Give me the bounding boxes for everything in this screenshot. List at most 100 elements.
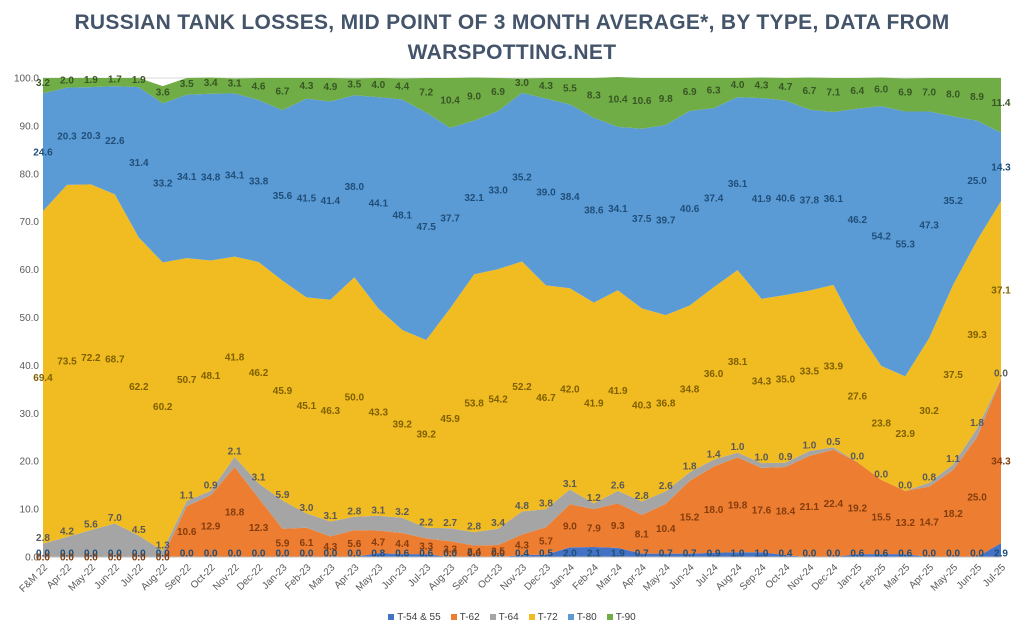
data-label: 27.6 (848, 392, 868, 403)
x-tick-label: Jun-25 (955, 562, 985, 592)
data-label: 0.9 (778, 452, 792, 463)
data-label: 45.9 (273, 386, 293, 397)
data-label: 3.2 (395, 507, 409, 518)
data-label: 3.0 (299, 503, 313, 514)
data-label: 41.9 (752, 194, 772, 205)
data-label: 0.4 (515, 549, 529, 560)
data-label: 34.1 (225, 170, 245, 181)
data-label: 7.9 (587, 524, 601, 535)
data-label: 50.7 (177, 375, 197, 386)
data-label: 54.2 (872, 232, 892, 243)
data-label: 25.0 (967, 493, 987, 504)
legend-item: T-64 (489, 612, 519, 623)
data-label: 10.4 (656, 524, 676, 535)
y-tick-label: 50.0 (20, 313, 40, 324)
legend-swatch (489, 614, 496, 621)
data-label: 50.0 (345, 393, 365, 404)
legend-item: T-62 (450, 612, 480, 623)
data-label: 0.0 (252, 549, 266, 560)
data-label: 0.0 (108, 549, 122, 560)
data-label: 0.0 (84, 553, 98, 564)
data-label: 3.1 (563, 479, 577, 490)
area-t-62 (43, 378, 1001, 557)
data-label: 37.5 (632, 214, 652, 225)
area-t-90 (43, 77, 1001, 133)
data-label: 4.3 (515, 540, 529, 551)
legend-swatch (606, 614, 613, 621)
data-label: 36.1 (824, 194, 844, 205)
x-tick-label: Jun-22 (93, 562, 123, 592)
data-label: 0.9 (707, 549, 721, 560)
x-tick-label: Mar-24 (595, 562, 625, 592)
data-label: 38.6 (584, 206, 604, 217)
data-label: 31.4 (129, 158, 149, 169)
data-label: 45.9 (440, 414, 460, 425)
data-label: 22.4 (824, 499, 844, 510)
data-label: 8.1 (635, 530, 649, 541)
data-label: 24.6 (33, 148, 53, 159)
data-label: 34.8 (680, 384, 700, 395)
data-label: 34.8 (201, 173, 221, 184)
data-label: 23.8 (872, 418, 892, 429)
data-label: 0.6 (898, 549, 912, 560)
data-label: 1.7 (108, 75, 122, 86)
data-label: 1.1 (180, 490, 194, 501)
data-label: 0.7 (659, 549, 673, 560)
data-label: 2.1 (587, 549, 601, 560)
data-label: 4.3 (299, 81, 313, 92)
data-label: 37.8 (800, 196, 820, 207)
data-label: 34.1 (608, 204, 628, 215)
x-tick-label: Jun-23 (380, 562, 410, 592)
data-label: 0.6 (850, 549, 864, 560)
data-label: 0.0 (180, 549, 194, 560)
data-label: 0.0 (946, 549, 960, 560)
data-label: 3.3 (443, 545, 457, 556)
data-label: 4.4 (395, 539, 409, 550)
legend-label: T-80 (576, 612, 597, 623)
data-label: 1.2 (587, 493, 601, 504)
data-label: 39.2 (393, 419, 413, 430)
data-label: 39.0 (536, 188, 556, 199)
legend-swatch (567, 614, 574, 621)
data-label: 37.7 (440, 214, 460, 225)
legend-item: T-54 & 55 (388, 612, 441, 623)
x-tick-label: Jul-25 (981, 562, 1008, 589)
data-label: 2.5 (491, 547, 505, 558)
data-label: 46.2 (848, 215, 868, 226)
data-label: 6.0 (874, 84, 888, 95)
data-label: 45.1 (297, 401, 317, 412)
data-label: 5.6 (347, 539, 361, 550)
data-label: 18.0 (704, 505, 724, 516)
data-label: 0.0 (467, 549, 481, 560)
data-label: 34.1 (177, 172, 197, 183)
data-label: 0.6 (395, 549, 409, 560)
data-label: 43.3 (369, 408, 389, 419)
data-label: 4.8 (515, 501, 529, 512)
data-label: 3.6 (156, 87, 170, 98)
legend-swatch (388, 614, 395, 621)
data-label: 1.0 (755, 453, 769, 464)
data-label: 0.0 (156, 553, 170, 564)
data-label: 1.0 (731, 442, 745, 453)
data-label: 19.8 (728, 500, 748, 511)
data-label: 3.4 (491, 518, 505, 529)
area-t-80 (43, 86, 1001, 377)
data-label: 47.5 (416, 222, 436, 233)
data-label: 18.4 (776, 507, 796, 518)
data-label: 6.9 (683, 87, 697, 98)
data-label: 12.3 (249, 523, 269, 534)
data-label: 0.0 (84, 549, 98, 560)
data-label: 40.3 (632, 400, 652, 411)
data-label: 4.2 (60, 526, 74, 537)
data-label: 3.2 (36, 78, 50, 89)
data-label: 1.4 (707, 449, 721, 460)
data-label: 30.2 (919, 406, 939, 417)
data-label: 6.7 (802, 86, 816, 97)
data-label: 34.3 (991, 456, 1011, 467)
data-label: 4.7 (778, 82, 792, 93)
data-label: 1.9 (132, 75, 146, 86)
data-label: 39.2 (416, 429, 436, 440)
data-label: 0.0 (994, 368, 1008, 379)
data-label: 0.0 (802, 549, 816, 560)
data-label: 5.5 (563, 84, 577, 95)
